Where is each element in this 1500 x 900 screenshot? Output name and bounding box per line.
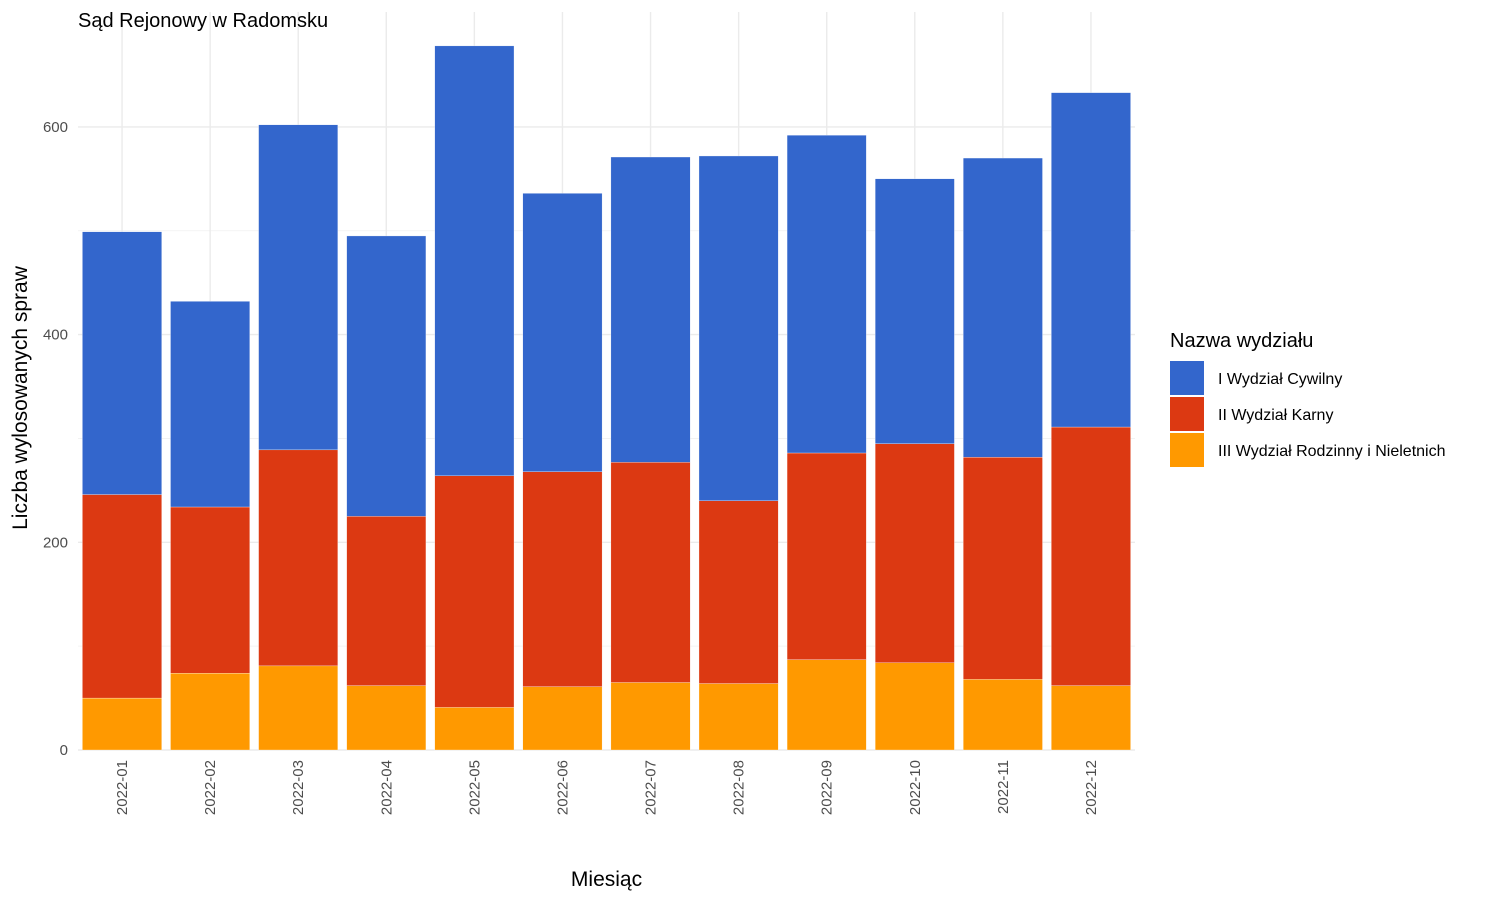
bar-segment	[610, 462, 691, 683]
x-tick-label: 2022-11	[995, 760, 1012, 814]
legend-label: II Wydział Karny	[1218, 407, 1333, 424]
x-tick-label: 2022-04	[378, 760, 395, 815]
y-tick-label: 0	[60, 742, 68, 759]
bar-segment	[346, 235, 427, 517]
x-tick-label: 2022-06	[554, 760, 571, 815]
bar-segment	[698, 500, 779, 684]
bar-segment	[82, 231, 162, 495]
bar-segment	[258, 449, 338, 667]
x-tick-label: 2022-09	[819, 760, 836, 815]
bar-segment	[963, 157, 1043, 458]
bar-segment	[875, 662, 955, 751]
x-tick-label: 2022-02	[202, 760, 219, 815]
bar-segment	[170, 506, 250, 674]
legend-items: I Wydział Cywilny II Wydział Karny III Wyd…	[1170, 361, 1446, 467]
x-tick-label: 2022-05	[466, 760, 483, 815]
bar-segment	[346, 685, 427, 751]
bar-segment	[875, 178, 955, 444]
bar-segment	[875, 443, 955, 663]
bar-segment	[258, 124, 338, 451]
bar-segment	[170, 673, 250, 751]
bar-segment	[698, 683, 779, 751]
y-axis-ticks: 0 200 400 600	[43, 119, 68, 759]
x-tick-label: 2022-08	[731, 760, 748, 815]
legend-title: Nazwa wydziału	[1170, 330, 1313, 352]
bar-segment	[1051, 685, 1131, 751]
x-axis-title: Miesiąc	[571, 868, 642, 891]
bar-segment	[786, 135, 867, 454]
x-tick-label: 2022-10	[907, 760, 924, 815]
bar-segment	[963, 456, 1043, 680]
legend-label: I Wydział Cywilny	[1218, 371, 1342, 388]
bar-segment	[1051, 92, 1131, 428]
bar-segment	[963, 679, 1043, 751]
y-tick-label: 200	[43, 534, 68, 551]
bar-segment	[434, 475, 515, 708]
bar-segment	[522, 193, 603, 472]
bar-segment	[82, 494, 162, 699]
bar-segment	[346, 516, 427, 686]
bar-segment	[610, 156, 691, 463]
bar-segment	[1051, 426, 1131, 686]
legend-key	[1170, 433, 1204, 467]
y-tick-label: 400	[43, 327, 68, 344]
legend-key	[1170, 397, 1204, 431]
bar-segment	[258, 665, 338, 751]
bar-segment	[170, 301, 250, 508]
x-tick-label: 2022-03	[290, 760, 307, 815]
bar-segment	[786, 659, 867, 751]
bar-segment	[698, 155, 779, 501]
x-tick-label: 2022-12	[1083, 760, 1100, 815]
x-axis-ticks: 2022-01 2022-02 2022-03 2022-04 2022-05 2022-…	[114, 760, 1100, 815]
legend-key	[1170, 361, 1204, 395]
legend: Nazwa wydziału I Wydział Cywilny II Wydzi…	[1170, 330, 1446, 467]
bar-segment	[610, 682, 691, 751]
bar-segment	[522, 471, 603, 687]
bars	[82, 45, 1131, 751]
x-tick-label: 2022-07	[643, 760, 660, 815]
bar-segment	[786, 452, 867, 660]
x-tick-label: 2022-01	[114, 760, 131, 815]
chart-title: Sąd Rejonowy w Radomsku	[78, 10, 328, 32]
y-axis-title: Liczba wylosowanych spraw	[9, 265, 32, 530]
bar-segment	[522, 686, 603, 751]
y-tick-label: 600	[43, 119, 68, 136]
legend-label: III Wydział Rodzinny i Nieletnich	[1218, 443, 1446, 460]
bar-segment	[434, 707, 515, 751]
bar-segment	[434, 45, 515, 476]
bar-segment	[82, 697, 162, 751]
